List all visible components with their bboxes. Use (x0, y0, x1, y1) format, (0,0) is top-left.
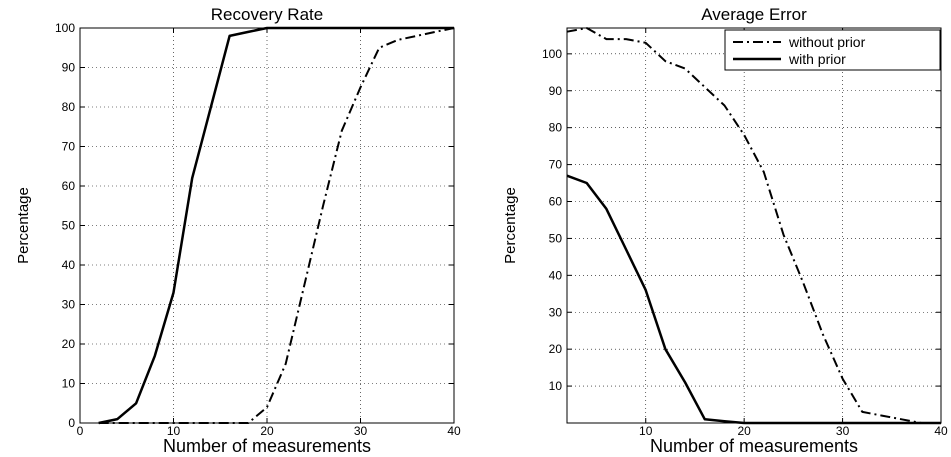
plot-area (566, 27, 942, 424)
x-tick-label: 20 (260, 424, 274, 438)
average-error-panel: 10 20 30 40 10 20 30 40 50 60 70 80 90 100 Average Er… (502, 5, 948, 456)
y-tick-label: 30 (549, 305, 563, 319)
y-tick-label: 40 (549, 268, 563, 282)
y-tick-label: 60 (549, 195, 563, 209)
y-tick-label: 0 (68, 416, 75, 430)
y-tick-label: 100 (542, 47, 562, 61)
x-tick-label: 40 (447, 424, 461, 438)
plot-area (79, 27, 455, 424)
y-axis-label: Percentage (502, 187, 519, 264)
x-axis-label: Number of measurements (163, 436, 371, 456)
y-tick-label: 20 (549, 342, 563, 356)
x-tick-label: 20 (737, 424, 751, 438)
y-tick-label: 80 (62, 100, 76, 114)
x-tick-label: 30 (836, 424, 850, 438)
x-axis-label: Number of measurements (650, 436, 858, 456)
x-tick-label: 0 (77, 424, 84, 438)
ticks: 10 20 30 40 10 20 30 40 50 60 70 80 90 100 (542, 28, 948, 438)
y-tick-label: 90 (549, 84, 563, 98)
legend-box (724, 29, 941, 71)
series-line (98, 26, 454, 425)
y-tick-label: 100 (55, 21, 75, 35)
series-line (98, 27, 455, 424)
x-tick-label: 10 (639, 424, 653, 438)
y-tick-label: 20 (62, 337, 76, 351)
series-group (98, 26, 455, 425)
y-tick-label: 60 (62, 179, 76, 193)
without-prior-series-line (566, 27, 941, 424)
x-tick-label: 40 (934, 424, 948, 438)
with-prior-series-line (566, 174, 941, 425)
y-tick-label: 30 (62, 298, 76, 312)
y-tick-label: 70 (62, 140, 76, 154)
x-tick-label: 30 (354, 424, 368, 438)
legend-entry-without-prior: without prior (788, 34, 866, 50)
y-tick-label: 90 (62, 61, 76, 75)
y-tick-label: 50 (549, 231, 563, 245)
y-tick-label: 40 (62, 258, 76, 272)
series-group (566, 27, 941, 425)
y-tick-label: 50 (62, 219, 76, 233)
legend-entry-with-prior: with prior (788, 51, 846, 67)
x-tick-label: 10 (167, 424, 181, 438)
recovery-rate-panel: 0 10 20 30 40 0 10 20 30 40 50 60 70 80 90 100 Recovery… (15, 5, 461, 456)
y-axis-label: Percentage (15, 187, 32, 264)
legend: without prior with prior (724, 29, 941, 71)
y-tick-label: 80 (549, 121, 563, 135)
chart-title: Recovery Rate (211, 5, 323, 24)
y-tick-label: 70 (549, 158, 563, 172)
y-tick-label: 10 (62, 377, 76, 391)
ticks: 0 10 20 30 40 0 10 20 30 40 50 60 70 80 90 100 (55, 21, 461, 438)
y-tick-label: 10 (549, 379, 563, 393)
chart-title: Average Error (701, 5, 807, 24)
